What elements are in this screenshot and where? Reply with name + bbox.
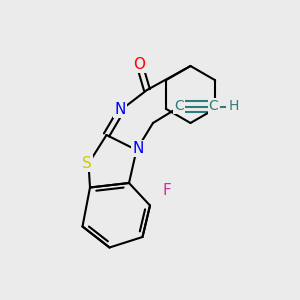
Text: F: F (162, 183, 171, 198)
Text: H: H (229, 100, 239, 113)
Text: C: C (209, 99, 218, 113)
Text: N: N (114, 102, 126, 117)
Text: O: O (134, 57, 146, 72)
Text: C: C (175, 99, 184, 113)
Text: N: N (132, 141, 144, 156)
Text: S: S (82, 156, 92, 171)
